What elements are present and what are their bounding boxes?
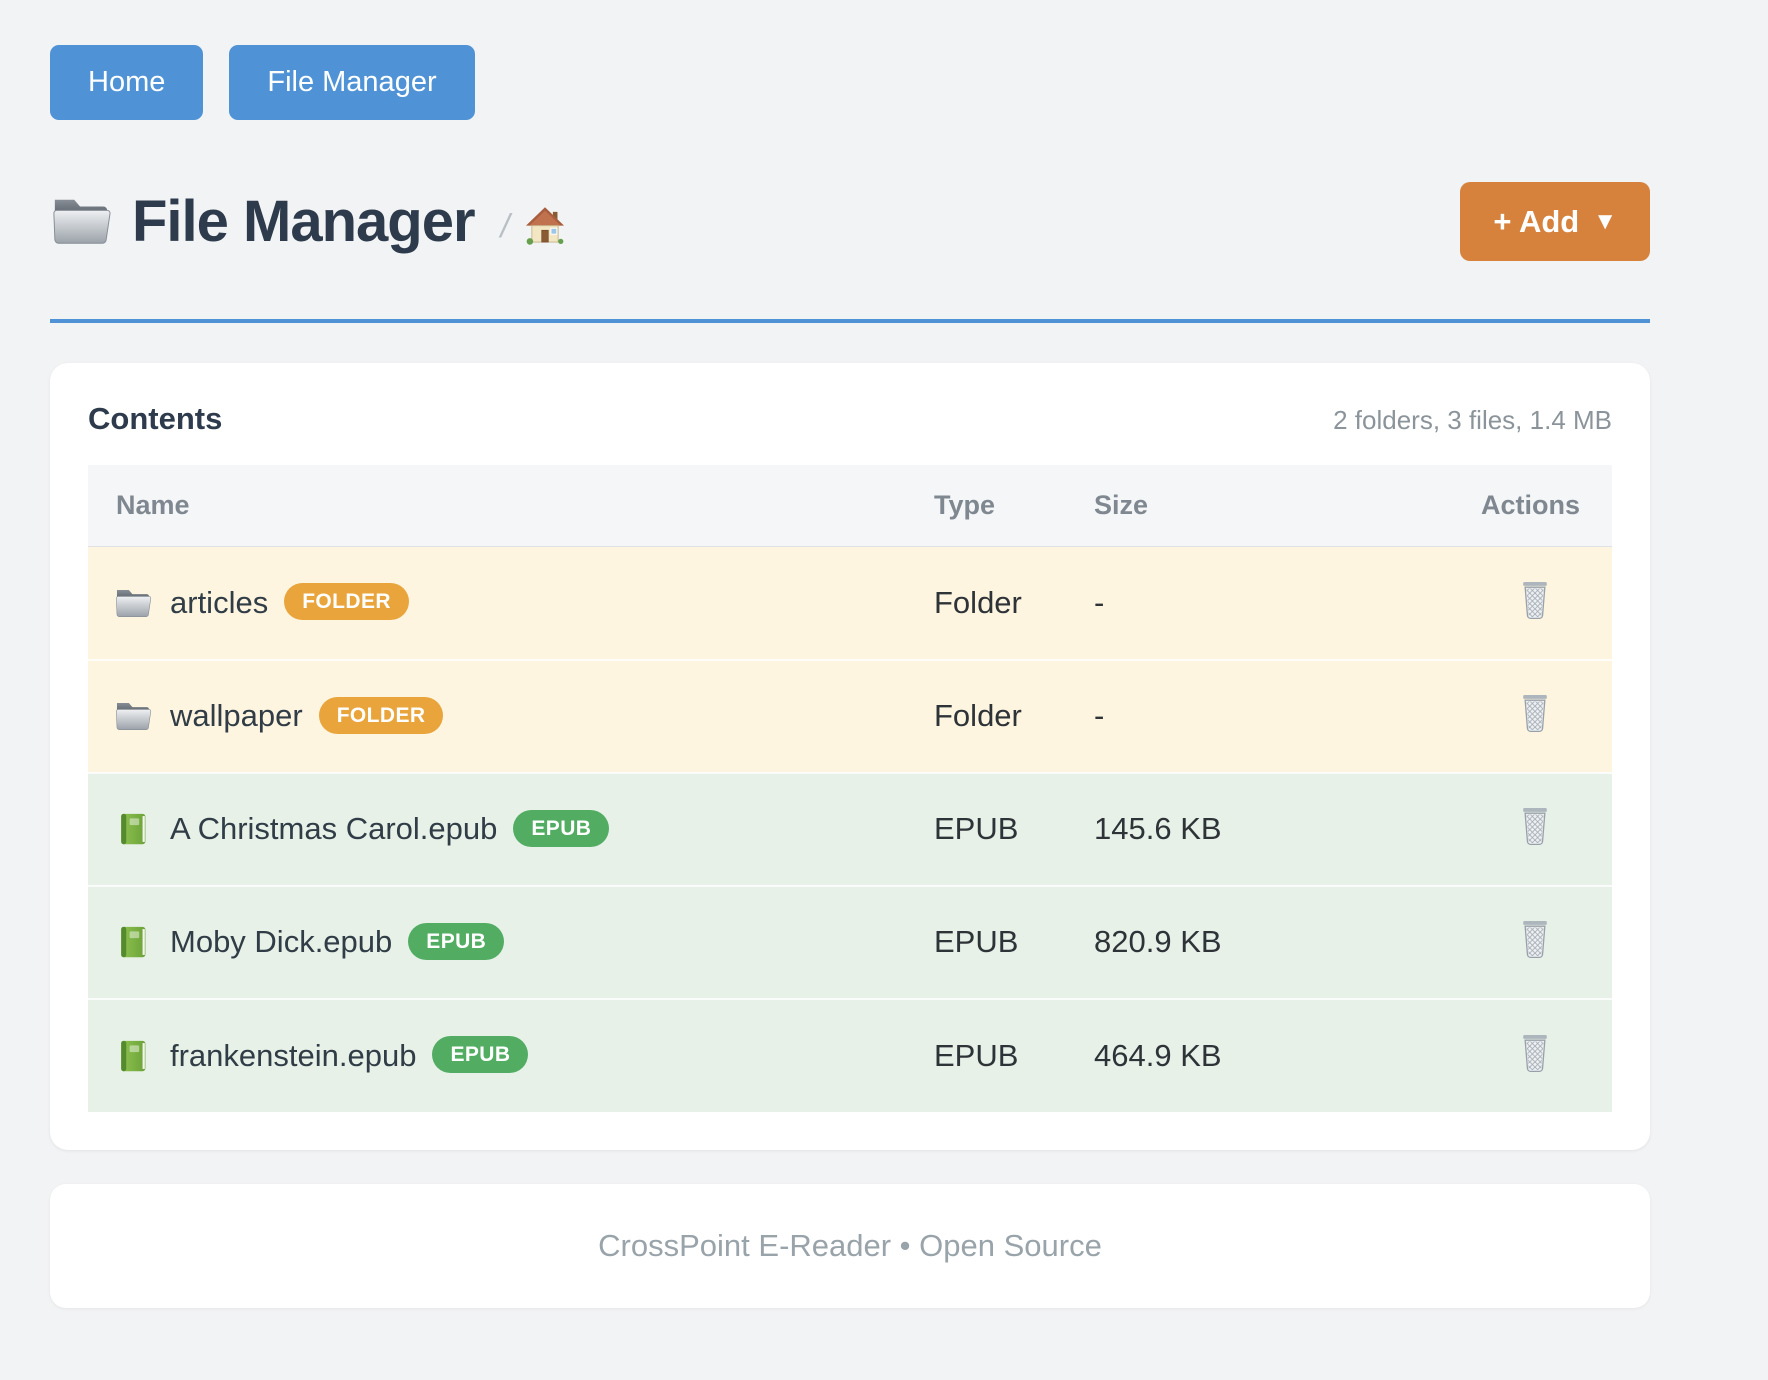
add-button-label: + Add bbox=[1493, 204, 1580, 239]
column-header-size: Size bbox=[1094, 465, 1312, 547]
file-name-link[interactable]: wallpaper bbox=[170, 698, 303, 733]
trash-icon bbox=[1523, 694, 1547, 733]
column-header-actions: Actions bbox=[1312, 465, 1612, 547]
chevron-down-icon: ▼ bbox=[1593, 207, 1617, 235]
title-group: File Manager / bbox=[50, 188, 1460, 254]
file-type-badge: EPUB bbox=[432, 1036, 529, 1073]
file-name-link[interactable]: articles bbox=[170, 584, 269, 620]
footer-text: CrossPoint E-Reader • Open Source bbox=[598, 1227, 1102, 1263]
breadcrumb-separator: / bbox=[500, 207, 510, 245]
delete-button[interactable] bbox=[1514, 916, 1556, 960]
file-type: EPUB bbox=[934, 811, 1019, 846]
contents-summary: 2 folders, 3 files, 1.4 MB bbox=[1333, 405, 1612, 435]
file-type: Folder bbox=[934, 584, 1022, 620]
table-row: frankenstein.epub EPUB EPUB 464.9 KB bbox=[88, 998, 1612, 1112]
book-icon bbox=[121, 1040, 146, 1071]
file-type-badge: EPUB bbox=[513, 809, 610, 847]
trash-icon bbox=[1523, 920, 1547, 959]
file-name-link[interactable]: frankenstein.epub bbox=[170, 1037, 417, 1073]
contents-card-header: Contents 2 folders, 3 files, 1.4 MB bbox=[88, 401, 1612, 437]
top-nav: Home File Manager bbox=[50, 45, 1650, 120]
delete-button[interactable] bbox=[1514, 690, 1556, 734]
page-title: File Manager bbox=[132, 188, 476, 254]
add-button[interactable]: + Add ▼ bbox=[1460, 182, 1650, 261]
trash-icon bbox=[1523, 807, 1547, 846]
file-type: EPUB bbox=[934, 1037, 1019, 1073]
table-header-row: Name Type Size Actions bbox=[88, 465, 1612, 547]
delete-button[interactable] bbox=[1514, 577, 1556, 621]
file-size: 820.9 KB bbox=[1094, 924, 1222, 959]
file-type-badge: FOLDER bbox=[318, 696, 444, 734]
trash-icon bbox=[1523, 581, 1547, 619]
table-row: A Christmas Carol.epub EPUB EPUB 145.6 K… bbox=[88, 772, 1612, 886]
breadcrumb-home-link[interactable] bbox=[524, 204, 566, 246]
file-name-link[interactable]: Moby Dick.epub bbox=[170, 924, 393, 959]
contents-heading: Contents bbox=[88, 401, 223, 436]
contents-card: Contents 2 folders, 3 files, 1.4 MB Name… bbox=[50, 363, 1650, 1150]
file-size: - bbox=[1094, 584, 1105, 620]
table-row: wallpaper FOLDER Folder - bbox=[88, 659, 1612, 773]
home-nav-button[interactable]: Home bbox=[50, 45, 204, 120]
column-header-name: Name bbox=[88, 465, 934, 547]
table-row: Moby Dick.epub EPUB EPUB 820.9 KB bbox=[88, 885, 1612, 999]
file-type-badge: FOLDER bbox=[284, 583, 409, 621]
file-size: - bbox=[1094, 698, 1105, 733]
file-type-badge: EPUB bbox=[408, 922, 505, 960]
page: Home File Manager File Manager / bbox=[50, 0, 1650, 1308]
book-icon bbox=[121, 926, 146, 958]
file-table: Name Type Size Actions ar bbox=[88, 465, 1612, 1112]
file-type: Folder bbox=[934, 698, 1022, 733]
book-icon bbox=[121, 813, 146, 845]
home-icon bbox=[525, 207, 564, 246]
footer-card: CrossPoint E-Reader • Open Source bbox=[50, 1183, 1650, 1308]
page-header: File Manager / + Add ▼ bbox=[50, 182, 1650, 261]
folder-icon bbox=[116, 589, 152, 617]
folder-icon bbox=[53, 200, 111, 245]
table-row: articles FOLDER Folder - bbox=[88, 546, 1612, 660]
delete-button[interactable] bbox=[1514, 803, 1556, 847]
column-header-type: Type bbox=[934, 465, 1094, 547]
header-divider bbox=[50, 319, 1650, 323]
file-size: 145.6 KB bbox=[1094, 811, 1222, 846]
folder-icon bbox=[116, 702, 152, 730]
file-name-link[interactable]: A Christmas Carol.epub bbox=[170, 811, 498, 846]
file-manager-nav-button[interactable]: File Manager bbox=[229, 45, 475, 120]
trash-icon bbox=[1523, 1034, 1547, 1072]
delete-button[interactable] bbox=[1514, 1030, 1556, 1074]
file-size: 464.9 KB bbox=[1094, 1037, 1222, 1073]
file-type: EPUB bbox=[934, 924, 1019, 959]
